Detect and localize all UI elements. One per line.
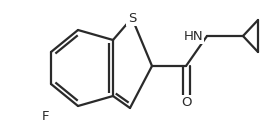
Text: HN: HN <box>183 29 203 42</box>
Text: O: O <box>181 97 191 110</box>
Text: S: S <box>128 12 136 24</box>
Text: F: F <box>42 111 49 124</box>
